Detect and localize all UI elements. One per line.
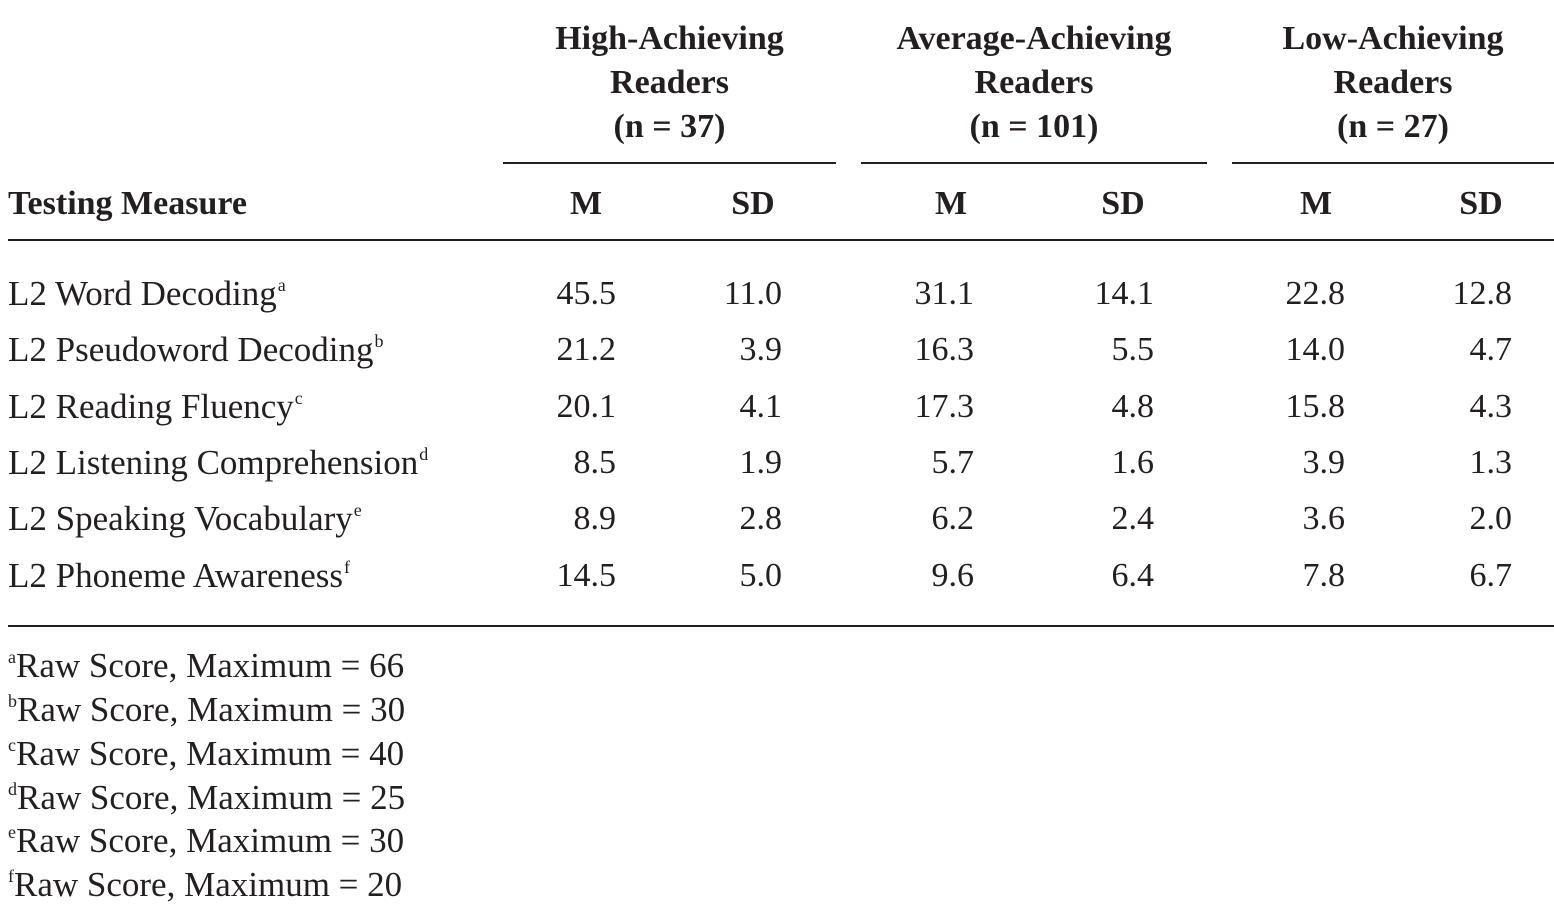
table-row-label: L2 Phoneme Awarenessf xyxy=(8,556,350,601)
cell-value: 4.7 xyxy=(1469,331,1513,368)
cell-value: 3.9 xyxy=(1302,444,1346,481)
group-header-high: High-Achieving Readers (n = 37) xyxy=(503,17,836,149)
cell-value: 11.0 xyxy=(723,275,782,312)
cell-value: 14.5 xyxy=(556,557,617,594)
footnote-marker: b xyxy=(8,691,17,711)
cell-value: 7.8 xyxy=(1302,557,1346,594)
cell-value: 15.8 xyxy=(1285,388,1346,425)
cell-value: 21.2 xyxy=(556,331,617,368)
header-rule xyxy=(8,239,1554,241)
group-header-low: Low-Achieving Readers (n = 27) xyxy=(1232,17,1554,149)
table-row-label: L2 Speaking Vocabularye xyxy=(8,499,362,544)
group-header-line3: (n = 101) xyxy=(969,108,1099,145)
table-row-label: L2 Word Decodinga xyxy=(8,274,286,319)
measure-name: L2 Reading Fluency xyxy=(8,387,294,426)
group-header-line2: Readers xyxy=(1333,64,1453,101)
footnote-text: Raw Score, Maximum = 66 xyxy=(16,646,405,685)
footnote: dRaw Score, Maximum = 25 xyxy=(8,778,405,823)
cell-value: 5.7 xyxy=(931,444,975,481)
group-underline-high xyxy=(503,162,836,164)
footnote-text: Raw Score, Maximum = 20 xyxy=(14,865,403,904)
cell-value: 5.5 xyxy=(1111,331,1155,368)
footnote-marker: b xyxy=(374,331,384,351)
group-header-line2: Readers xyxy=(974,64,1094,101)
footnote-marker: f xyxy=(344,557,351,577)
cell-value: 8.9 xyxy=(573,500,617,537)
group-header-average: Average-Achieving Readers (n = 101) xyxy=(861,17,1207,149)
cell-value: 2.0 xyxy=(1469,500,1513,537)
cell-value: 1.9 xyxy=(739,444,783,481)
cell-value: 6.2 xyxy=(931,500,975,537)
cell-value: 22.8 xyxy=(1285,275,1346,312)
cell-value: 12.8 xyxy=(1452,275,1513,312)
group-header-line1: Low-Achieving xyxy=(1282,20,1504,57)
cell-value: 6.4 xyxy=(1111,557,1155,594)
cell-value: 14.0 xyxy=(1285,331,1346,368)
footnote: cRaw Score, Maximum = 40 xyxy=(8,734,404,779)
cell-value: 2.4 xyxy=(1111,500,1155,537)
column-header-sd: SD xyxy=(1459,185,1503,222)
cell-value: 3.6 xyxy=(1302,500,1346,537)
footnote: bRaw Score, Maximum = 30 xyxy=(8,690,405,735)
footnote: aRaw Score, Maximum = 66 xyxy=(8,646,404,691)
cell-value: 4.1 xyxy=(739,388,783,425)
column-header-m: M xyxy=(1299,185,1333,222)
cell-value: 4.8 xyxy=(1111,388,1155,425)
group-header-line1: Average-Achieving xyxy=(896,20,1172,57)
column-header-m: M xyxy=(934,185,968,222)
cell-value: 14.1 xyxy=(1094,275,1155,312)
footnote-marker: e xyxy=(8,822,16,842)
table-row-label: L2 Pseudoword Decodingb xyxy=(8,330,384,375)
footnote-text: Raw Score, Maximum = 30 xyxy=(16,821,405,860)
group-underline-average xyxy=(861,162,1207,164)
table-bottom-rule xyxy=(8,625,1554,627)
footnote-marker: d xyxy=(8,779,17,799)
footnote-marker: e xyxy=(353,500,362,520)
measure-name: L2 Phoneme Awareness xyxy=(8,556,344,595)
group-header-line2: Readers xyxy=(610,64,729,101)
cell-value: 2.8 xyxy=(739,500,783,537)
cell-value: 9.6 xyxy=(931,557,975,594)
cell-value: 31.1 xyxy=(914,275,975,312)
cell-value: 8.5 xyxy=(573,444,617,481)
footnote-marker: c xyxy=(8,735,16,755)
footnote-marker: a xyxy=(8,647,16,667)
cell-value: 4.3 xyxy=(1469,388,1513,425)
group-header-line1: High-Achieving xyxy=(555,20,784,57)
table-row-label: L2 Reading Fluencyc xyxy=(8,387,303,432)
footnote-marker: d xyxy=(419,444,429,464)
measure-name: L2 Listening Comprehension xyxy=(8,443,419,482)
column-header-m: M xyxy=(569,185,603,222)
cell-value: 5.0 xyxy=(739,557,783,594)
group-underline-low xyxy=(1232,162,1554,164)
group-header-line3: (n = 27) xyxy=(1337,108,1449,145)
column-header-testing-measure: Testing Measure xyxy=(8,185,247,222)
footnote-text: Raw Score, Maximum = 30 xyxy=(17,690,406,729)
cell-value: 20.1 xyxy=(556,388,617,425)
measure-name: L2 Speaking Vocabulary xyxy=(8,499,353,538)
cell-value: 3.9 xyxy=(739,331,783,368)
cell-value: 17.3 xyxy=(914,388,975,425)
footnote-marker: f xyxy=(8,866,14,886)
footnote-marker: a xyxy=(277,275,286,295)
measure-name: L2 Word Decoding xyxy=(8,274,277,313)
footnote-text: Raw Score, Maximum = 40 xyxy=(16,734,405,773)
cell-value: 1.3 xyxy=(1469,444,1513,481)
footnote-marker: c xyxy=(294,388,303,408)
column-header-sd: SD xyxy=(1101,185,1145,222)
footnote: eRaw Score, Maximum = 30 xyxy=(8,821,404,866)
table-row-label: L2 Listening Comprehensiond xyxy=(8,443,428,488)
footnote: fRaw Score, Maximum = 20 xyxy=(8,865,402,910)
cell-value: 16.3 xyxy=(914,331,975,368)
cell-value: 6.7 xyxy=(1469,557,1513,594)
column-header-sd: SD xyxy=(731,185,775,222)
cell-value: 45.5 xyxy=(556,275,617,312)
group-header-line3: (n = 37) xyxy=(613,108,726,145)
cell-value: 1.6 xyxy=(1111,444,1155,481)
footnote-text: Raw Score, Maximum = 25 xyxy=(17,778,406,817)
measure-name: L2 Pseudoword Decoding xyxy=(8,330,374,369)
